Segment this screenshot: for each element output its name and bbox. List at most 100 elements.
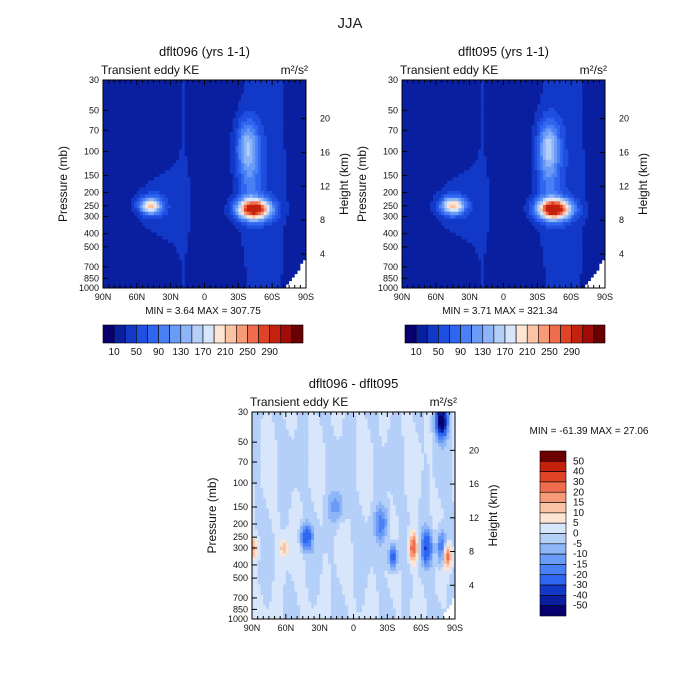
field-cell <box>153 249 157 254</box>
field-cell <box>246 128 251 133</box>
field-cell <box>258 229 262 233</box>
field-cell <box>142 138 146 143</box>
field-cell <box>221 284 225 288</box>
field-cell <box>196 180 200 185</box>
field-cell <box>303 128 306 133</box>
field-cell <box>117 277 121 282</box>
field-cell <box>125 274 129 278</box>
field-cell <box>153 187 157 192</box>
field-cell <box>266 211 270 216</box>
field-cell <box>430 86 434 91</box>
field-cell <box>227 166 231 171</box>
field-cell <box>263 184 267 188</box>
field-cell <box>540 100 544 105</box>
field-cell <box>506 83 510 88</box>
field-cell <box>119 267 124 272</box>
field-cell <box>557 97 561 102</box>
field-cell <box>218 159 222 164</box>
field-cell <box>153 222 157 226</box>
field-cell <box>117 128 121 133</box>
field-cell <box>277 104 282 109</box>
field-cell <box>128 177 132 181</box>
field-cell <box>269 204 273 209</box>
field-cell <box>187 180 191 185</box>
field-cell <box>227 211 231 216</box>
field-cell <box>103 277 107 282</box>
field-cell <box>551 83 555 88</box>
field-cell <box>224 225 228 230</box>
contour-field <box>402 80 605 288</box>
field-cell <box>122 249 126 254</box>
field-cell <box>167 90 172 95</box>
field-cell <box>170 159 174 164</box>
field-cell <box>142 121 146 126</box>
field-cell <box>274 80 279 84</box>
field-cell <box>139 277 143 282</box>
field-cell <box>196 128 200 133</box>
field-cell <box>258 118 262 122</box>
field-cell <box>449 93 454 98</box>
field-cell <box>252 111 256 116</box>
field-cell <box>227 90 231 95</box>
field-cell <box>131 121 135 126</box>
field-cell <box>103 142 107 147</box>
field-cell <box>210 242 214 247</box>
field-cell <box>241 187 245 192</box>
field-cell <box>235 215 239 220</box>
field-cell <box>167 256 172 261</box>
field-cell <box>243 194 248 199</box>
field-cell <box>238 132 242 136</box>
field-cell <box>125 246 129 251</box>
field-cell <box>156 121 160 126</box>
field-cell <box>297 93 301 98</box>
field-cell <box>108 246 112 251</box>
field-cell <box>241 277 245 282</box>
field-cell <box>204 152 208 157</box>
field-cell <box>105 111 110 116</box>
field-cell <box>283 232 287 237</box>
colorbar-label: 10 <box>109 347 121 358</box>
field-cell <box>252 253 256 258</box>
field-cell <box>232 263 236 268</box>
field-cell <box>430 93 434 98</box>
field-cell <box>134 211 138 216</box>
field-cell <box>173 149 177 154</box>
field-cell <box>145 128 149 133</box>
field-cell <box>193 263 197 268</box>
field-cell <box>588 93 592 98</box>
field-cell <box>111 107 115 112</box>
field-cell <box>167 97 172 102</box>
field-cell <box>289 284 293 288</box>
field-cell <box>218 135 222 140</box>
field-cell <box>300 152 304 157</box>
field-cell <box>421 97 425 102</box>
field-cell <box>150 256 155 261</box>
field-cell <box>142 281 146 285</box>
field-cell <box>258 232 262 237</box>
field-cell <box>103 270 107 275</box>
field-cell <box>303 236 306 240</box>
field-cell <box>303 253 306 258</box>
field-cell <box>542 100 547 105</box>
field-cell <box>190 197 194 202</box>
field-cell <box>269 163 273 168</box>
field-cell <box>136 111 141 116</box>
field-cell <box>249 163 253 168</box>
field-cell <box>119 135 124 140</box>
field-cell <box>122 128 126 133</box>
field-cell <box>142 218 146 223</box>
field-cell <box>294 229 298 233</box>
field-cell <box>444 86 448 91</box>
field-cell <box>283 145 287 150</box>
field-cell <box>260 211 265 216</box>
field-cell <box>224 145 228 150</box>
field-cell <box>227 170 231 174</box>
field-cell <box>280 211 284 216</box>
field-cell <box>162 128 166 133</box>
field-cell <box>105 222 110 226</box>
field-cell <box>235 229 239 233</box>
field-cell <box>170 249 174 254</box>
field-cell <box>207 201 211 206</box>
field-cell <box>480 100 485 105</box>
field-cell <box>280 229 284 233</box>
